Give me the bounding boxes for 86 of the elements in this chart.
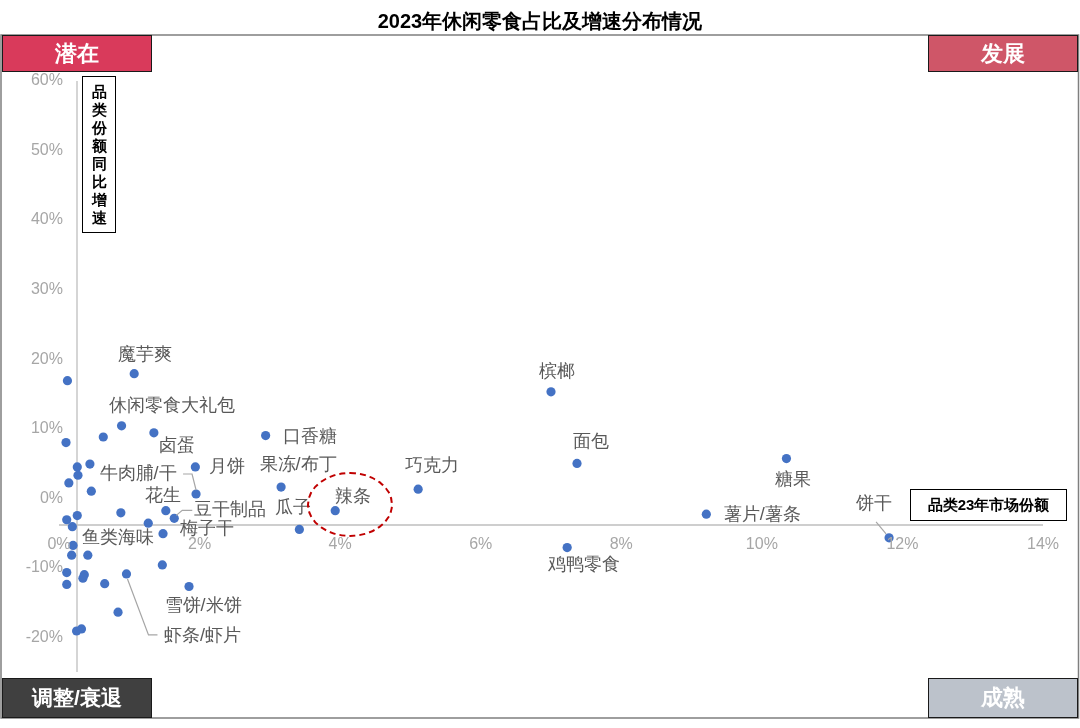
annotation: 虾条/虾片 [163,624,241,645]
point [261,431,271,441]
x-tick-label: 12% [886,535,919,553]
point [169,513,179,523]
annotation: 薯片/薯条 [723,504,801,525]
point [116,508,126,518]
y-axis-title: 品类份额同比增速 [91,82,107,227]
point [116,421,127,431]
x-tick-label: 10% [745,535,778,553]
annotation: 鸡鸭零食 [547,553,621,574]
annotation: 雪饼/米饼 [164,595,242,616]
point [546,387,556,397]
annotation: 梅子干 [179,517,235,538]
annotation: 糖果 [775,468,812,489]
point [781,453,792,464]
annotation: 月饼 [209,455,246,476]
annotation: 魔芋爽 [118,343,173,364]
point [121,569,132,579]
point [72,510,82,521]
point [76,624,87,634]
y-tick-label: 20% [30,349,63,367]
annotation: 鱼类海味 [82,527,155,548]
point [64,478,74,488]
point [98,432,108,442]
point [562,542,572,553]
point [158,529,168,539]
annotation: 面包 [573,431,610,452]
annotation: 槟榔 [539,360,575,381]
point [184,581,194,592]
chart-title: 2023年休闲零食占比及增速分布情况 [376,9,704,34]
x-tick-label: 8% [609,535,633,553]
annotation: 花生 [144,484,181,505]
point [67,550,77,560]
point [143,518,153,528]
y-tick-label: -20% [25,627,63,645]
y-tick-label: -10% [25,558,63,576]
point [61,437,71,448]
annotation: 口香糖 [282,425,337,446]
text: 潜在 [2,35,152,72]
y-tick-label: 60% [30,71,63,89]
y-tick-label: 40% [30,210,63,228]
point [62,376,73,386]
text: 发展 [928,35,1078,72]
point [190,462,200,472]
point [86,486,96,496]
annotation: 辣条 [335,485,372,506]
y-tick-label: 30% [30,279,63,297]
x-tick-label: 6% [469,535,493,553]
x-tick-label: 2% [188,535,212,553]
point [191,489,201,499]
annotation: 瓜子 [275,497,312,518]
y-tick-label: 0% [39,488,63,506]
point [85,459,95,469]
annotation: 豆干制品 [194,499,267,520]
point [67,522,77,532]
point [157,560,167,570]
annotation: 巧克力 [405,455,460,476]
point [100,579,110,589]
annotation: 饼干 [855,492,893,513]
y-tick-label: 50% [30,140,63,158]
point [62,579,72,589]
point [83,550,93,560]
point [149,428,159,438]
annotation: 卤蛋 [158,434,195,455]
point [62,567,72,578]
point [701,509,711,519]
annotation: 牛肉脯/干 [99,462,177,483]
point [161,506,171,516]
point [276,482,286,492]
point [62,515,72,525]
x-tick-label: 4% [328,535,352,553]
annotation: 果冻/布丁 [259,454,337,475]
point [113,607,123,617]
x-tick-label: 14% [1026,535,1060,553]
x-axis-title: 品类23年市场份额 [910,489,1067,521]
point [72,462,82,472]
point [129,369,139,379]
point [73,470,83,480]
point [413,484,423,494]
annotation: 休闲零食大礼包 [108,394,235,415]
point [572,458,582,469]
point [294,524,304,535]
y-tick-label: 10% [30,419,63,437]
text: 调整/衰退 [2,678,152,718]
point [330,506,340,516]
text: 成熟 [928,678,1078,718]
